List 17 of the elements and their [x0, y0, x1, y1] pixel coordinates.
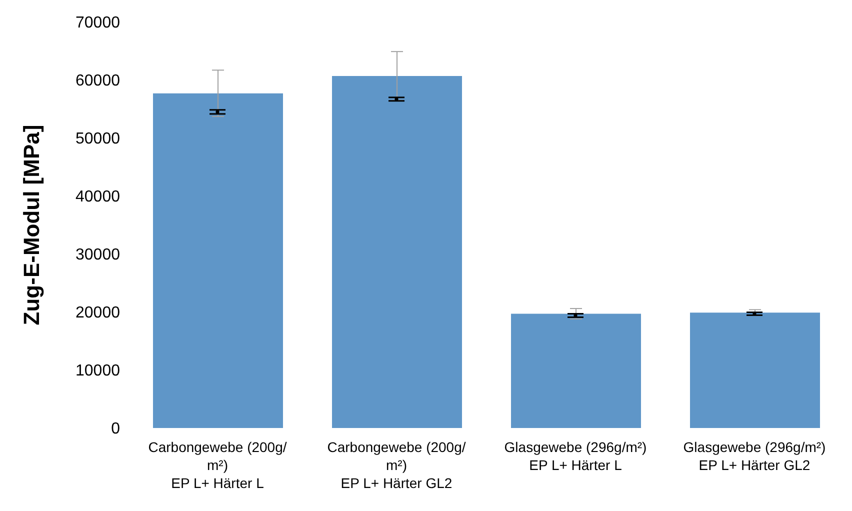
- y-tick-label: 50000: [76, 130, 120, 148]
- bar: [511, 314, 641, 428]
- y-axis-title: Zug-E-Modul [MPa]: [18, 124, 44, 326]
- y-tick-label: 40000: [76, 188, 120, 206]
- y-tick-label: 60000: [76, 72, 120, 90]
- y-tick-label: 10000: [76, 362, 120, 380]
- x-tick-label: Glasgewebe (296g/m²) EP L+ Härter L: [504, 439, 647, 473]
- bar: [153, 93, 283, 428]
- y-tick-label: 20000: [76, 304, 120, 322]
- x-tick-label: Glasgewebe (296g/m²) EP L+ Härter GL2: [683, 439, 826, 473]
- x-tick-label: Carbongewebe (200g/m²) EP L+ Härter L: [148, 439, 287, 491]
- x-tick-label: Carbongewebe (200g/m²) EP L+ Härter GL2: [327, 439, 466, 491]
- y-tick-label: 30000: [76, 246, 120, 264]
- y-tick-label: 0: [111, 420, 120, 438]
- bar: [332, 76, 462, 428]
- y-tick-label: 70000: [76, 14, 120, 32]
- bar: [690, 312, 820, 428]
